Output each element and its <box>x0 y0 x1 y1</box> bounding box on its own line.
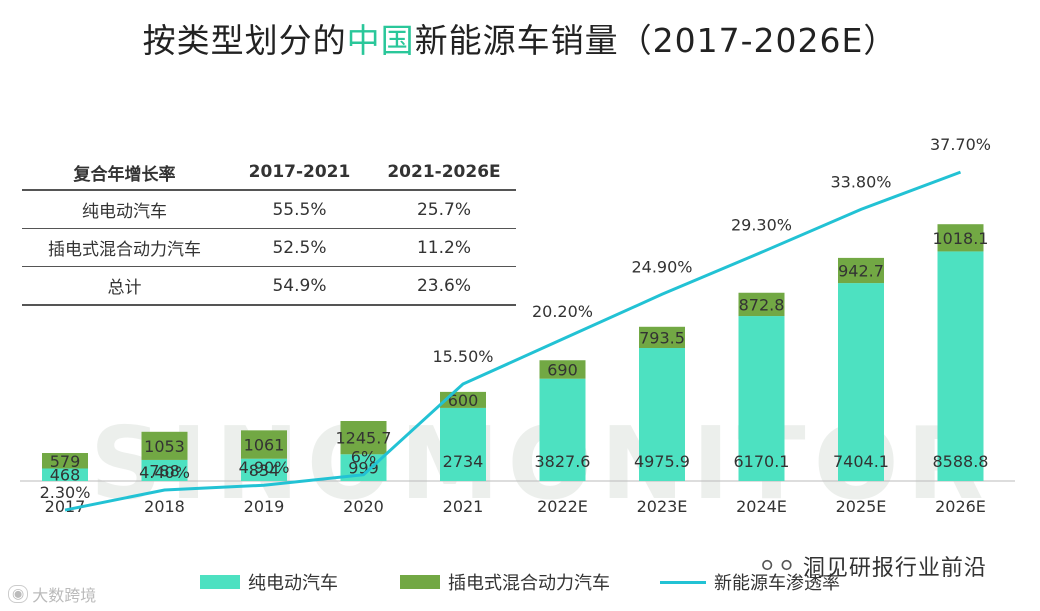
bev-data-label: 6170.1 <box>734 452 790 471</box>
cagr-row: 插电式混合动力汽车 52.5% 11.2% <box>22 228 516 267</box>
wechat-source: ⚪⚪ 洞见研报行业前沿 <box>758 550 987 582</box>
x-tick-label: 2018 <box>144 497 185 516</box>
legend-label-penetration: 新能源车渗透率 <box>714 573 840 594</box>
x-tick-label: 2026E <box>935 497 986 516</box>
x-tick-label: 2022E <box>537 497 588 516</box>
phev-data-label: 1053 <box>144 437 185 456</box>
x-tick-label: 2019 <box>244 497 285 516</box>
penetration-data-label: 33.80% <box>830 172 891 191</box>
watermark: SINOMONITOR <box>90 405 992 522</box>
wechat-icon: ⚪⚪ <box>758 553 797 579</box>
legend-swatch-penetration <box>660 580 706 584</box>
bev-data-label: 7404.1 <box>833 452 889 471</box>
x-tick-label: 2024E <box>736 497 787 516</box>
penetration-data-label: 2.30% <box>40 483 91 502</box>
cagr-cell: 纯电动汽车 <box>22 190 227 229</box>
bar-phev <box>539 360 586 379</box>
cagr-row: 总计 54.9% 23.6% <box>22 266 516 306</box>
legend-item-bev: 纯电动汽车 <box>200 569 338 595</box>
phev-data-label: 872.8 <box>739 295 785 314</box>
title-suffix: 新能源车销量（2017-2026E） <box>414 21 898 60</box>
cagr-cell: 25.7% <box>372 190 516 229</box>
cagr-table: 复合年增长率 2017-2021 2021-2026E 纯电动汽车 55.5% … <box>22 155 516 306</box>
chart-title: 按类型划分的中国新能源车销量（2017-2026E） <box>0 14 1040 62</box>
cagr-row: 纯电动汽车 55.5% 25.7% <box>22 190 516 229</box>
cagr-cell: 52.5% <box>227 228 372 267</box>
penetration-data-label: 37.70% <box>930 135 991 154</box>
x-tick-label: 2021 <box>443 497 484 516</box>
bar-phev <box>241 430 287 459</box>
corner-watermark: ◉ 大数跨境 <box>8 582 96 606</box>
penetration-data-label: 4.90% <box>239 458 290 477</box>
phev-data-label: 793.5 <box>639 328 685 347</box>
x-tick-label: 2020 <box>343 497 384 516</box>
penetration-data-label: 29.30% <box>731 215 792 234</box>
bar-bev <box>639 347 685 481</box>
bar-phev <box>141 431 188 460</box>
wechat-source-label: 洞见研报行业前沿 <box>802 556 987 581</box>
bar-bev <box>738 316 785 481</box>
penetration-data-label: 6% <box>351 448 376 467</box>
phev-data-label: 600 <box>448 391 479 410</box>
bar-phev <box>42 453 88 469</box>
bar-bev <box>241 458 287 481</box>
phev-data-label: 1061 <box>244 436 285 455</box>
cagr-cell: 插电式混合动力汽车 <box>22 228 227 267</box>
bar-bev <box>937 251 984 481</box>
legend-label-bev: 纯电动汽车 <box>248 573 338 594</box>
penetration-data-label: 24.90% <box>631 257 692 276</box>
cagr-header-period2: 2021-2026E <box>372 155 516 191</box>
legend-label-phev: 插电式混合动力汽车 <box>448 573 610 594</box>
bar-phev <box>937 224 984 252</box>
cagr-cell: 23.6% <box>372 266 516 306</box>
bar-phev <box>738 292 785 317</box>
bar-phev <box>838 257 884 284</box>
phev-data-label: 579 <box>50 452 81 471</box>
legend-item-phev: 插电式混合动力汽车 <box>400 569 610 595</box>
x-tick-label: 2025E <box>836 497 887 516</box>
phev-data-label: 942.7 <box>838 261 884 280</box>
phev-data-label: 1018.1 <box>933 229 989 248</box>
title-prefix: 按类型划分的 <box>142 21 347 60</box>
cagr-cell: 总计 <box>22 266 227 306</box>
cagr-header-name: 复合年增长率 <box>22 155 227 191</box>
bar-bev <box>440 407 486 481</box>
phev-data-label: 690 <box>547 360 578 379</box>
corner-watermark-label: 大数跨境 <box>32 586 97 605</box>
x-tick-label: 2023E <box>637 497 688 516</box>
penetration-data-label: 4.40% <box>139 463 190 482</box>
bev-data-label: 999 <box>348 459 379 478</box>
bev-data-label: 4975.9 <box>634 452 690 471</box>
title-highlight: 中国 <box>346 21 415 60</box>
bar-phev <box>639 326 685 348</box>
legend-item-penetration: 新能源车渗透率 <box>660 569 840 595</box>
bev-data-label: 3827.6 <box>535 452 591 471</box>
bar-bev <box>42 468 88 481</box>
bar-bev <box>838 283 884 481</box>
penetration-data-label: 20.20% <box>532 302 593 321</box>
cagr-cell: 11.2% <box>372 228 516 267</box>
bev-data-label: 2734 <box>443 452 484 471</box>
bar-bev <box>539 378 586 481</box>
cagr-cell: 55.5% <box>227 190 372 229</box>
cagr-header-period1: 2017-2021 <box>227 155 372 191</box>
cagr-cell: 54.9% <box>227 266 372 306</box>
x-tick-label: 2017 <box>45 497 86 516</box>
phev-data-label: 1245.7 <box>336 429 392 448</box>
bar-bev <box>141 459 188 481</box>
bev-data-label: 788 <box>149 461 180 480</box>
legend-swatch-phev <box>400 575 440 589</box>
chart-legend: 纯电动汽车 插电式混合动力汽车 新能源车渗透率 <box>0 569 1040 595</box>
bev-data-label: 834 <box>249 461 280 480</box>
legend-swatch-bev <box>200 575 240 589</box>
corner-logo-icon: ◉ <box>8 585 29 603</box>
bev-data-label: 8588.8 <box>933 452 989 471</box>
bev-data-label: 468 <box>50 466 81 485</box>
penetration-data-label: 15.50% <box>432 347 493 366</box>
bar-phev <box>340 420 387 455</box>
penetration-line <box>64 170 962 512</box>
cagr-header-row: 复合年增长率 2017-2021 2021-2026E <box>22 155 516 191</box>
